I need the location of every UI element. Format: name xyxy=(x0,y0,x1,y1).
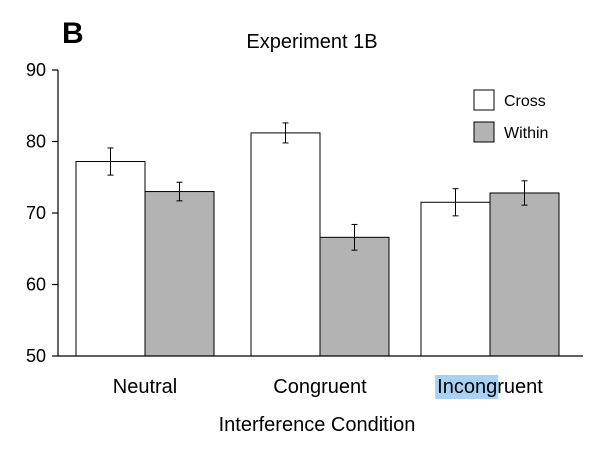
chart-title: Experiment 1B xyxy=(246,31,377,53)
error-bars xyxy=(107,122,528,251)
x-axis-title: Interference Condition xyxy=(219,414,416,436)
legend: Cross Within xyxy=(473,89,548,143)
legend-swatch-within xyxy=(473,121,495,143)
panel-letter: B xyxy=(62,17,84,50)
category-label: Incongruent xyxy=(437,376,543,398)
bar-within-neutral xyxy=(144,191,215,357)
bar-cross-congruent xyxy=(250,132,321,357)
legend-label-cross: Cross xyxy=(504,93,546,110)
x-axis-labels: Neutral Congruent Incongruent xyxy=(113,375,543,399)
y-tick-label: 90 xyxy=(26,60,46,80)
y-tick-label: 70 xyxy=(26,203,46,223)
y-tick-label: 60 xyxy=(26,275,46,295)
bars xyxy=(75,132,560,357)
legend-swatch-cross xyxy=(473,89,495,111)
y-tick-label: 80 xyxy=(26,132,46,152)
bar-within-incongruent xyxy=(489,192,560,357)
y-axis: 50 60 70 80 90 xyxy=(26,60,58,366)
legend-label-within: Within xyxy=(504,125,548,142)
y-tick-label: 50 xyxy=(26,346,46,366)
category-label: Congruent xyxy=(273,376,367,398)
bar-cross-incongruent xyxy=(420,201,491,357)
category-label: Neutral xyxy=(113,376,177,398)
text-selection-highlight xyxy=(435,375,499,399)
bar-within-congruent xyxy=(319,236,390,357)
bar-cross-neutral xyxy=(75,161,146,357)
